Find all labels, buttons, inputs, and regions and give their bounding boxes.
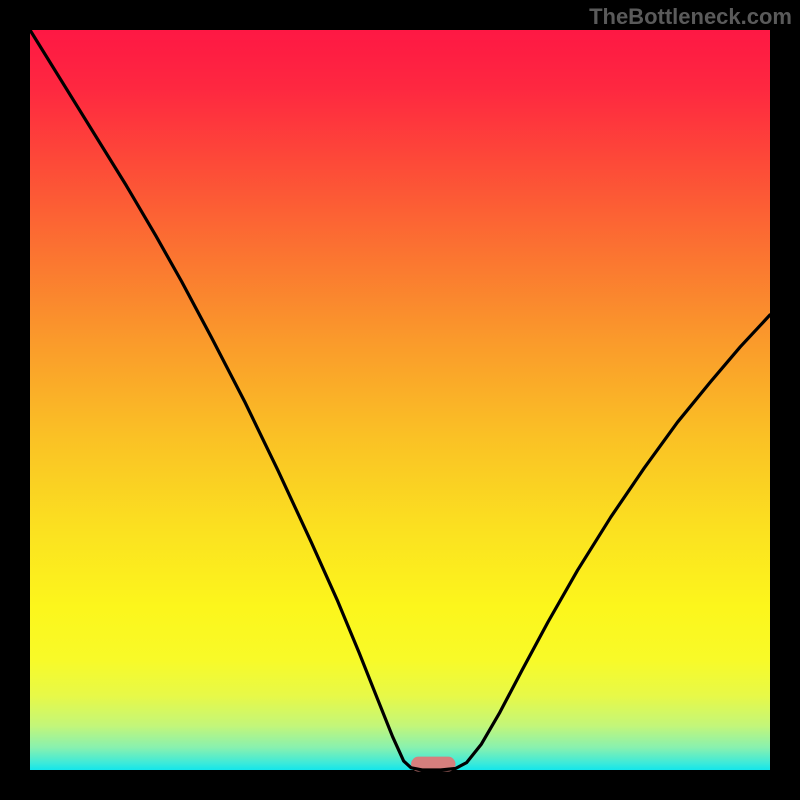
plot-background: [30, 30, 770, 770]
bottleneck-chart: [0, 0, 800, 800]
watermark-label: TheBottleneck.com: [589, 4, 792, 30]
chart-container: { "watermark": { "text": "TheBottleneck.…: [0, 0, 800, 800]
